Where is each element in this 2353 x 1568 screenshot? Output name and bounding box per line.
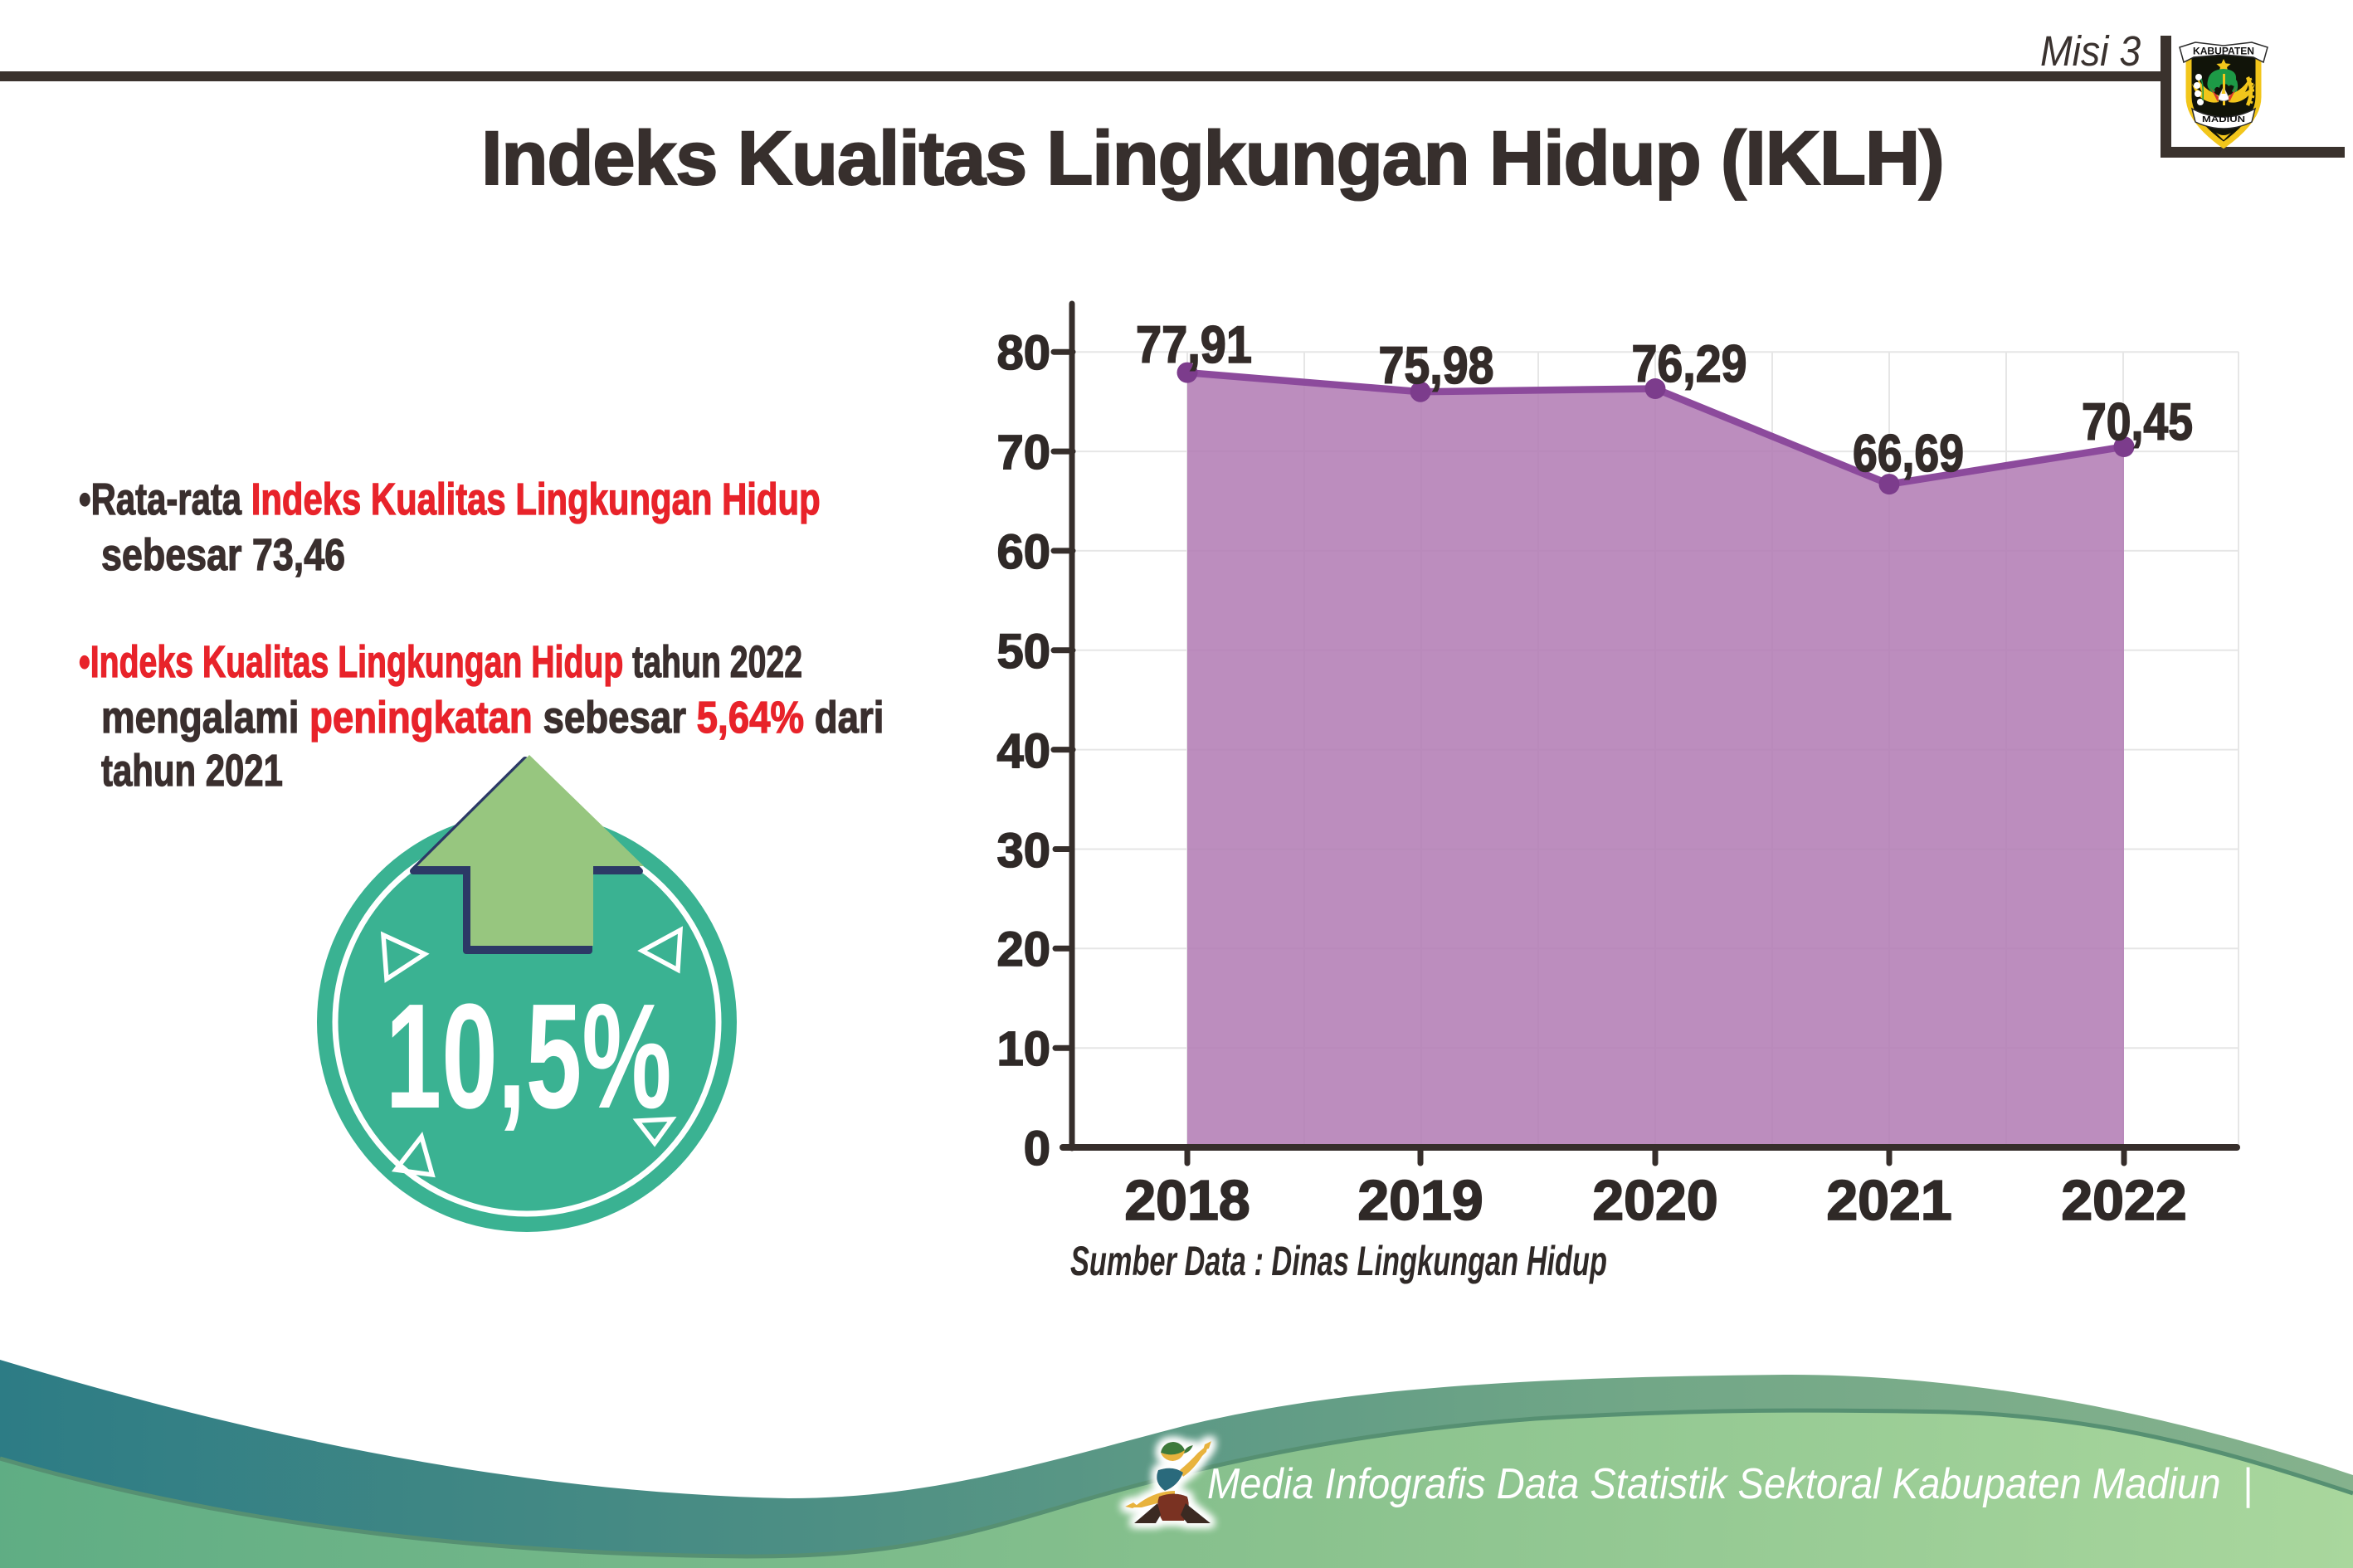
svg-text:50: 50	[996, 625, 1050, 679]
svg-text:2019: 2019	[1357, 1169, 1483, 1232]
svg-text:MADIUN: MADIUN	[2202, 114, 2245, 124]
svg-text:77,91: 77,91	[1136, 316, 1252, 374]
svg-text:2018: 2018	[1124, 1169, 1250, 1232]
svg-text:0: 0	[1024, 1122, 1050, 1176]
svg-text:30: 30	[996, 824, 1050, 878]
svg-text:10: 10	[996, 1022, 1050, 1076]
svg-text:Sumber Data : Dinas Lingkungan: Sumber Data : Dinas Lingkungan Hidup	[1070, 1238, 1607, 1284]
svg-text:20: 20	[996, 923, 1050, 976]
svg-text:66,69: 66,69	[1853, 425, 1964, 483]
svg-text:70: 70	[996, 426, 1050, 480]
svg-text:2022: 2022	[2061, 1169, 2186, 1232]
svg-text:10,5%: 10,5%	[386, 973, 672, 1140]
svg-text:60: 60	[996, 525, 1050, 579]
svg-text:75,98: 75,98	[1379, 337, 1494, 395]
svg-text:76,29: 76,29	[1632, 335, 1747, 393]
svg-text:KABUPATEN: KABUPATEN	[2193, 47, 2254, 57]
svg-text:Media Infografis Data Statisti: Media Infografis Data Statistik Sektoral…	[1207, 1460, 2253, 1508]
svg-text:2020: 2020	[1592, 1169, 1717, 1232]
svg-text:70,45: 70,45	[2082, 393, 2193, 451]
svg-text:40: 40	[996, 724, 1050, 778]
svg-text:2021: 2021	[1826, 1169, 1951, 1232]
svg-text:80: 80	[996, 326, 1050, 380]
